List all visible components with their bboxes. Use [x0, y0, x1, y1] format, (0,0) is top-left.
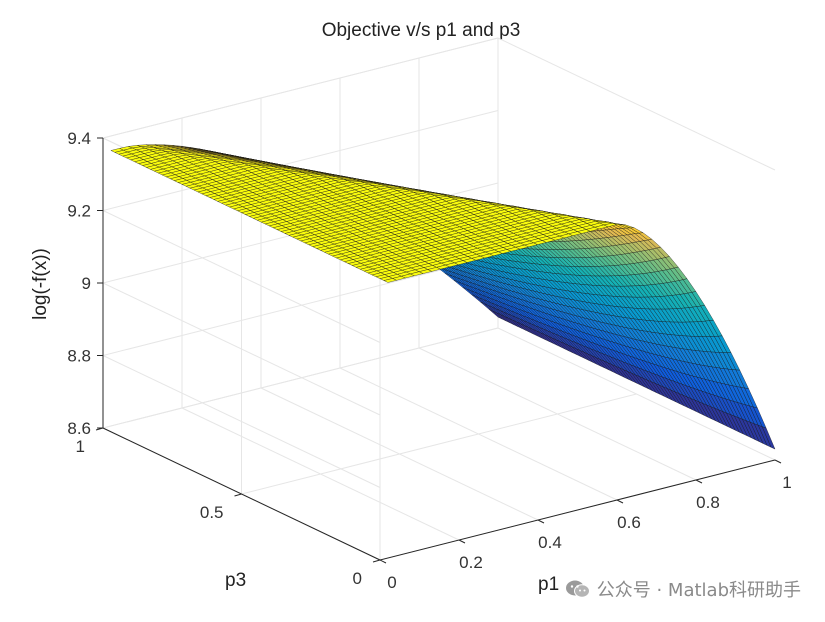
x-tick-label-1: 0.2 — [459, 553, 483, 572]
box-edge-4 — [497, 37, 776, 171]
y-tick-mark-1 — [234, 493, 242, 497]
chart-title: Objective v/s p1 and p3 — [322, 20, 521, 41]
y-tick-mark-0 — [372, 559, 381, 563]
x-tick-label-5: 1 — [782, 473, 791, 492]
x-tick-mark-3 — [616, 499, 624, 504]
x-tick-mark-2 — [537, 519, 545, 524]
y-tick-label-0: 0 — [353, 569, 362, 588]
y-axis-label: p3 — [225, 570, 246, 591]
z-tick-label-2: 9 — [82, 274, 91, 293]
x-tick-mark-1 — [458, 539, 466, 544]
surface-patch — [761, 426, 776, 450]
z-tick-label-0: 8.6 — [67, 419, 91, 438]
x-tick-mark-5 — [774, 459, 782, 464]
x-tick-mark-0 — [379, 559, 387, 564]
x-tick-label-0: 0 — [387, 573, 396, 592]
x-tick-label-4: 0.8 — [696, 493, 720, 512]
z-tick-label-4: 9.4 — [67, 129, 91, 148]
x-tick-label-2: 0.4 — [538, 533, 562, 552]
x-tick-mark-4 — [695, 479, 703, 484]
watermark-text: 公众号 · Matlab科研助手 — [596, 580, 801, 601]
z-tick-label-1: 8.8 — [67, 347, 91, 366]
z-tick-label-3: 9.2 — [67, 202, 91, 221]
x-axis-label: p1 — [538, 574, 559, 595]
surface-mesh — [110, 144, 776, 450]
watermark: 公众号 · Matlab科研助手 — [565, 576, 801, 602]
y-tick-label-2: 1 — [76, 437, 85, 456]
axes — [95, 137, 782, 564]
z-axis-label: log(-f(x)) — [30, 248, 51, 320]
z-gridline-1 — [101, 255, 499, 488]
box-edge-2 — [102, 37, 499, 139]
y-tick-label-1: 0.5 — [200, 503, 224, 522]
x-tick-label-3: 0.6 — [617, 513, 641, 532]
x-axis-line — [379, 459, 776, 561]
wechat-icon — [565, 580, 590, 598]
